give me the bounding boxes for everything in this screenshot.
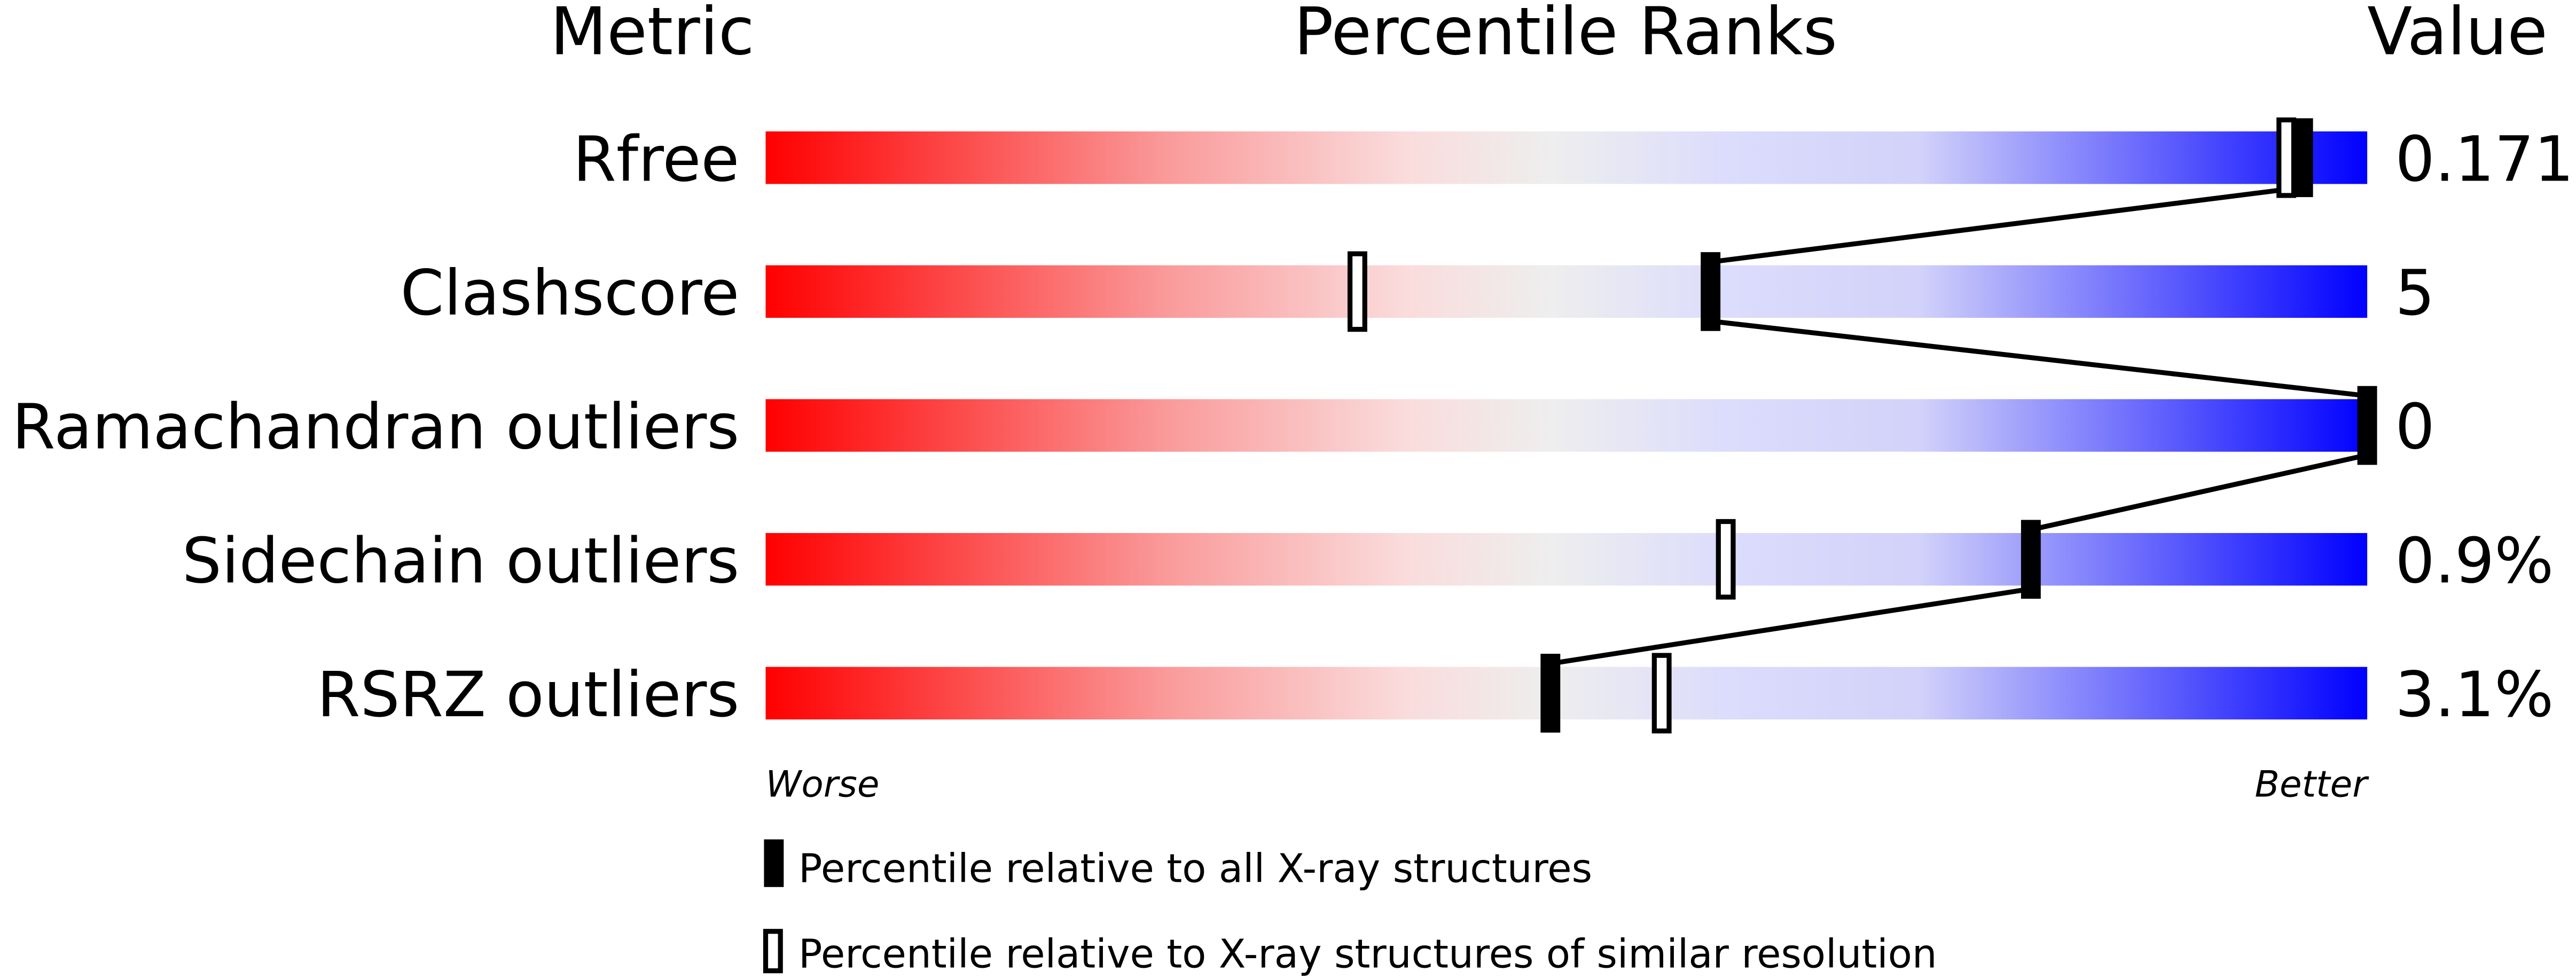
all-structures-marker [1540,654,1561,733]
metric-value: 3.1% [2395,659,2554,731]
legend-filled-marker [764,839,784,887]
axis-worse: Worse [765,763,879,805]
all-structures-marker [1701,252,1721,331]
percentile-bar [765,265,2368,318]
percentile-bar [765,399,2368,452]
legend-all: Percentile relative to all X-ray structu… [798,846,1592,892]
header-percentile: Percentile Ranks [1294,0,1837,70]
metric-label: Rfree [573,123,740,195]
metric-label: Ramachandran outliers [12,391,739,464]
percentile-bar [765,131,2368,184]
header-metric: Metric [550,0,754,70]
metric-value: 0 [2395,391,2434,464]
similar-resolution-marker [1651,653,1672,734]
metric-label: Clashscore [401,257,740,330]
percentile-bar [765,667,2368,720]
similar-resolution-marker [1347,251,1367,332]
legend-similar: Percentile relative to X-ray structures … [798,931,1937,977]
similar-resolution-marker [1716,519,1736,600]
percentile-bar [765,533,2368,586]
metric-label: RSRZ outliers [317,659,739,731]
metric-value: 0.171 [2395,123,2574,195]
metric-label: Sidechain outliers [182,524,739,597]
all-structures-marker [2293,118,2313,198]
legend-open-marker [763,929,783,974]
header-value: Value [2367,0,2548,70]
similar-resolution-marker [2276,117,2297,198]
metric-value: 0.9% [2395,524,2554,597]
all-structures-marker [2021,520,2041,599]
metric-value: 5 [2395,257,2434,330]
axis-better: Better [2255,763,2370,805]
all-structures-marker [2357,386,2377,465]
